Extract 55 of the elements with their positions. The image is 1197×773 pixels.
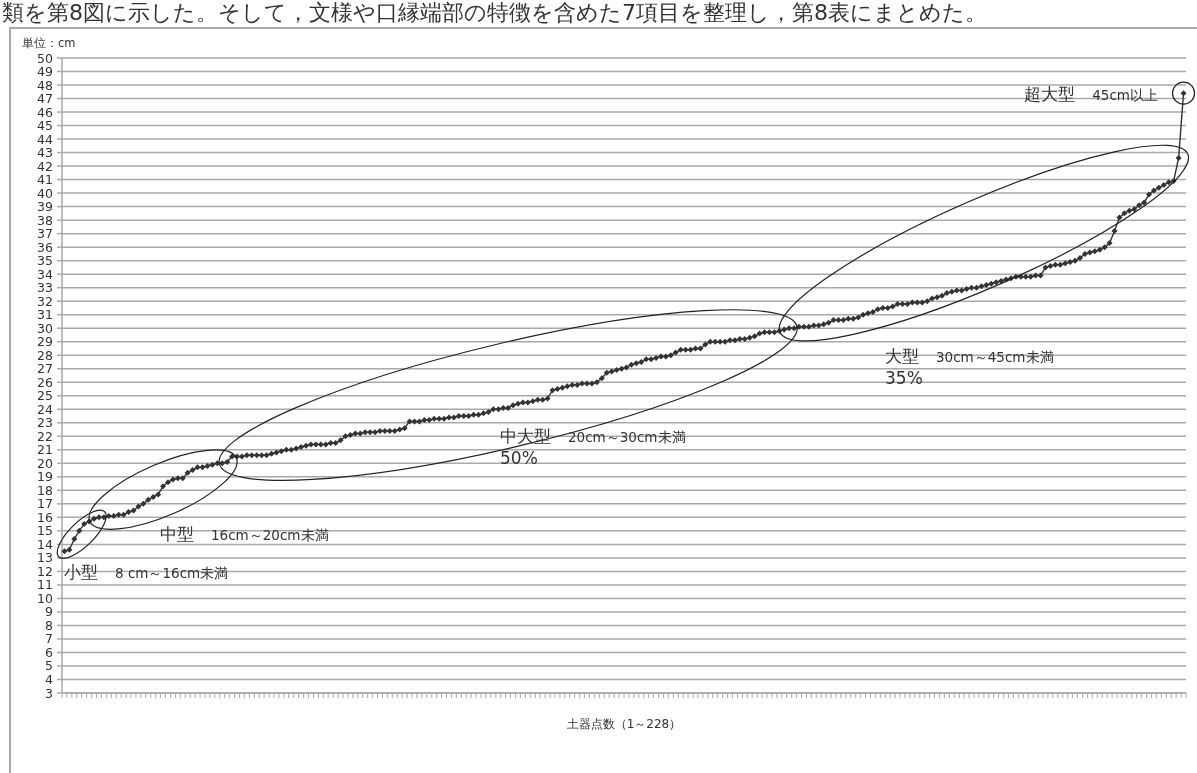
annotation: 超大型 45cm以上 xyxy=(1024,84,1158,104)
annotation: 中型 16cm～20cm未満 xyxy=(160,524,329,544)
y-tick-label: 17 xyxy=(37,496,53,512)
y-tick-label: 16 xyxy=(37,509,54,525)
y-tick-label: 27 xyxy=(37,361,53,377)
y-tick-label: 23 xyxy=(37,415,53,431)
x-axis-title: 土器点数（1～228） xyxy=(566,717,682,731)
y-tick-label: 32 xyxy=(37,293,53,309)
y-tick-label: 34 xyxy=(37,266,54,282)
y-tick-label: 41 xyxy=(37,172,53,188)
y-tick-label: 24 xyxy=(37,401,54,417)
y-tick-label: 48 xyxy=(37,77,54,93)
y-tick-label: 30 xyxy=(37,320,54,336)
y-tick-label: 44 xyxy=(37,131,54,147)
y-tick-label: 18 xyxy=(37,482,54,498)
y-tick-label: 4 xyxy=(45,671,54,687)
y-tick-label: 39 xyxy=(37,199,54,215)
y-tick-label: 10 xyxy=(37,590,54,606)
y-tick-label: 45 xyxy=(37,118,53,134)
y-tick-label: 19 xyxy=(37,469,54,485)
y-tick-label: 38 xyxy=(37,212,54,228)
y-tick-label: 43 xyxy=(37,145,53,161)
y-tick-label: 14 xyxy=(37,536,54,552)
y-tick-label: 40 xyxy=(37,185,54,201)
y-tick-label: 29 xyxy=(37,334,54,350)
y-tick-label: 11 xyxy=(37,577,53,593)
y-tick-label: 5 xyxy=(45,658,53,674)
y-tick-label: 28 xyxy=(37,347,54,363)
y-tick-label: 46 xyxy=(37,104,54,120)
annotation: 大型 30cm～45cm未満 35% xyxy=(885,346,1054,388)
y-tick-label: 7 xyxy=(45,631,53,647)
y-tick-label: 6 xyxy=(45,644,54,660)
y-tick-label: 50 xyxy=(37,50,54,66)
y-tick-label: 26 xyxy=(37,374,54,390)
y-tick-label: 42 xyxy=(37,158,53,174)
y-tick-label: 3 xyxy=(45,685,53,701)
y-tick-label: 22 xyxy=(37,428,53,444)
y-tick-label: 9 xyxy=(45,604,54,620)
y-tick-label: 49 xyxy=(37,64,54,80)
y-tick-label: 47 xyxy=(37,91,53,107)
y-tick-label: 35 xyxy=(37,253,53,269)
y-tick-label: 36 xyxy=(37,239,54,255)
y-tick-label: 21 xyxy=(37,442,53,458)
annotation: 小型 8 cm～16cm未満 xyxy=(64,562,229,582)
y-tick-label: 31 xyxy=(37,307,53,323)
y-tick-label: 33 xyxy=(37,280,53,296)
y-tick-label: 20 xyxy=(37,455,54,471)
y-tick-label: 15 xyxy=(37,523,53,539)
y-tick-label: 37 xyxy=(37,226,53,242)
y-tick-label: 25 xyxy=(37,388,53,404)
text: 類を第8図に示した。そして，文様や口縁端部の特徴を含めた7項目を整理し，第8表にまとめた。 xyxy=(2,0,987,25)
y-tick-label: 13 xyxy=(37,550,53,566)
y-tick-label: 12 xyxy=(37,563,53,579)
y-tick-label: 8 xyxy=(45,617,54,633)
y-axis-title: 単位：cm xyxy=(22,36,76,50)
